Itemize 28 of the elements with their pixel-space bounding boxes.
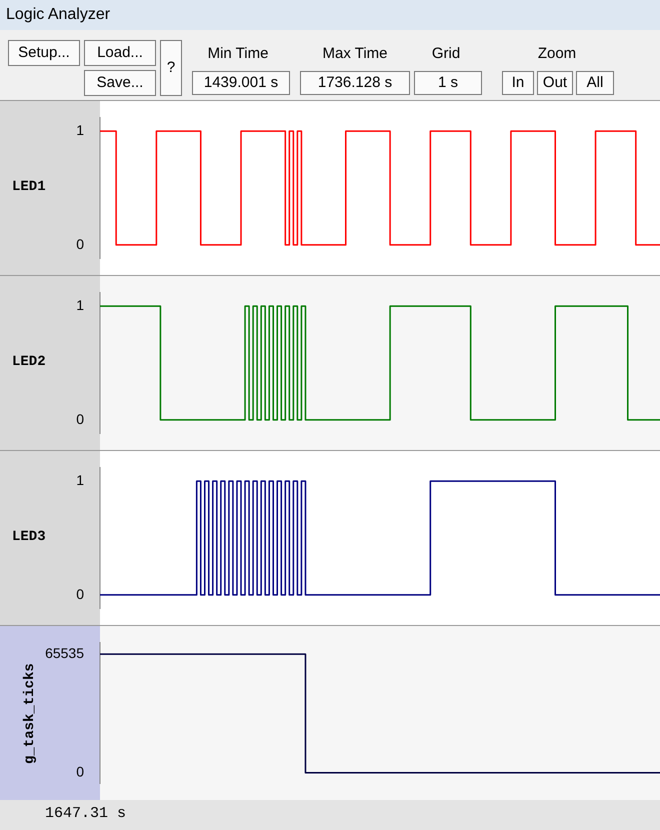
text: Save... — [84, 70, 156, 96]
text: All — [576, 71, 614, 95]
y-tick-label: 0 — [76, 236, 84, 252]
text: 1 s — [414, 71, 482, 95]
y-tick-label: 1 — [76, 122, 84, 138]
text: 1439.001 s — [192, 71, 290, 95]
text: Setup... — [8, 40, 80, 66]
chart-title: Logic Analyzer — [0, 0, 660, 30]
text: Load... — [84, 40, 156, 66]
y-tick-label: 1 — [76, 296, 84, 313]
y-tick-label: 0 — [76, 764, 84, 780]
y-axis-title: LED2 — [12, 354, 46, 370]
text: Out — [537, 71, 573, 95]
y-axis-title: LED3 — [12, 529, 46, 545]
text: ? — [160, 40, 182, 96]
y-axis-title: LED1 — [12, 179, 46, 195]
text: Min Time — [206, 44, 270, 64]
text: In — [502, 71, 534, 95]
y-tick-label: 0 — [76, 410, 84, 427]
text: Grid — [430, 44, 462, 64]
text: 1647.31 s — [45, 805, 126, 822]
text: Zoom — [536, 44, 578, 64]
text: Max Time — [321, 44, 388, 64]
y-tick-label: 65535 — [45, 644, 84, 661]
y-axis-title: g_task_ticks — [22, 662, 38, 764]
y-tick-label: 0 — [76, 586, 84, 602]
text: 1736.128 s — [300, 71, 410, 95]
y-tick-label: 1 — [76, 472, 84, 488]
